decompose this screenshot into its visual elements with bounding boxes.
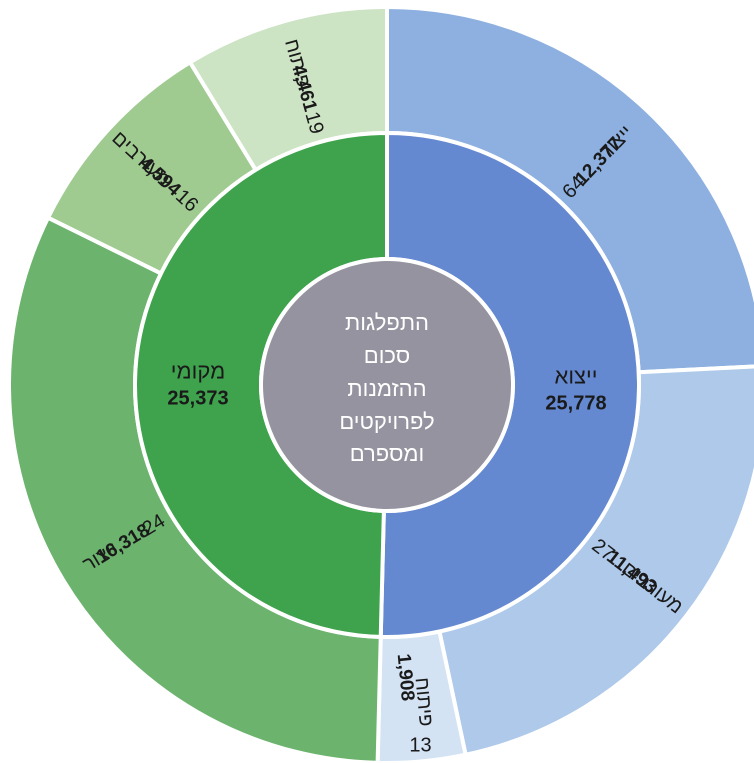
outer-segment-value: 1,908 [393,653,418,702]
center-title-line: ההזמנות [347,376,426,401]
inner-segment-label: מקומי [171,359,225,384]
center-title-line: התפלגות [345,310,429,335]
center-title-line: סכום [364,343,410,368]
inner-segment-label: ייצוא [555,363,598,388]
outer-segment-count: 13 [409,735,431,757]
outer-segment-label: פיתוח [411,676,437,727]
outer-ring [7,4,754,763]
center-title-line: ומספרם [350,441,424,466]
inner-segment-value: 25,373 [167,388,228,410]
inner-segment-value: 25,778 [545,392,606,414]
center-circle [259,257,515,513]
center-title-line: לפרויקטים [339,409,434,434]
center-circle-group: התפלגות סכום ההזמנות לפרויקטים ומספרם [259,257,515,513]
